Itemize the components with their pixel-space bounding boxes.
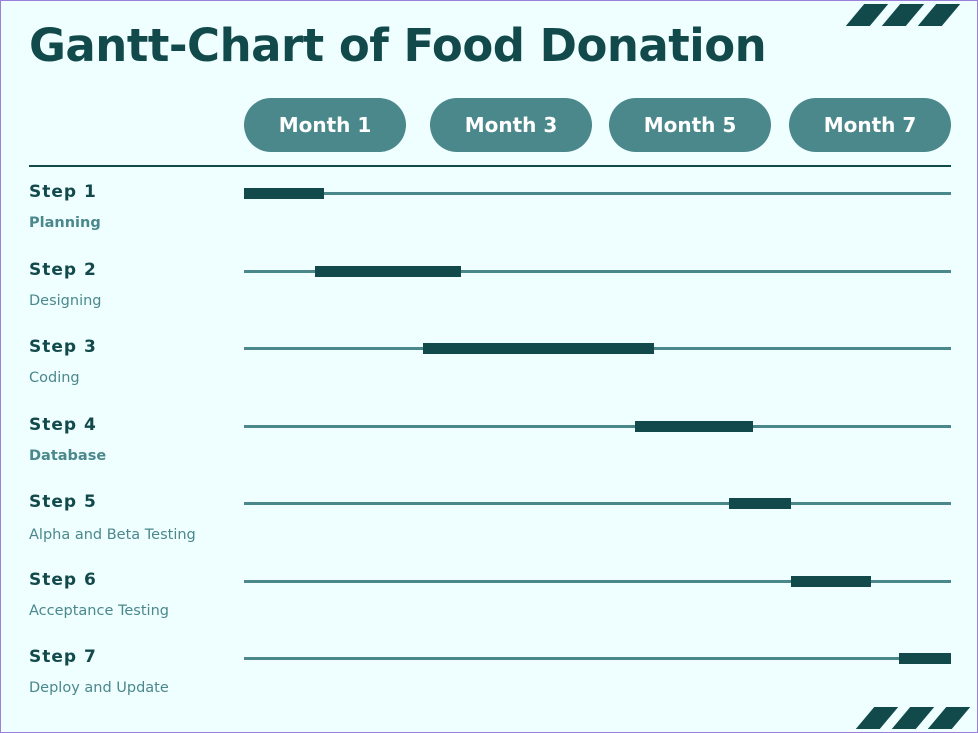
header-divider xyxy=(29,165,951,167)
step-title: Step 4 xyxy=(29,415,97,435)
timeline-track xyxy=(244,657,951,660)
step-title: Step 5 xyxy=(29,492,97,512)
step-title: Step 7 xyxy=(29,647,97,667)
task-bar xyxy=(790,576,871,587)
step-description: Database xyxy=(29,448,107,464)
step-description: Planning xyxy=(29,215,101,231)
chart-title: Gantt-Chart of Food Donation xyxy=(29,19,767,72)
top-right-stripes-decoration xyxy=(845,4,967,26)
timeline-track xyxy=(244,502,951,505)
timeline-track xyxy=(244,270,951,273)
month-label-1: Month 1 xyxy=(244,98,406,152)
step-description: Alpha and Beta Testing xyxy=(29,527,196,543)
task-bar xyxy=(635,421,754,432)
month-label-3: Month 5 xyxy=(609,98,771,152)
step-title: Step 2 xyxy=(29,260,97,280)
bottom-right-stripes-decoration xyxy=(855,707,977,729)
task-bar xyxy=(244,188,325,199)
step-title: Step 1 xyxy=(29,182,97,202)
task-bar xyxy=(423,343,655,354)
task-bar xyxy=(729,498,791,509)
step-description: Coding xyxy=(29,370,80,386)
step-title: Step 3 xyxy=(29,337,97,357)
step-title: Step 6 xyxy=(29,570,97,590)
task-bar xyxy=(899,653,951,664)
step-description: Deploy and Update xyxy=(29,680,169,696)
step-description: Designing xyxy=(29,293,102,309)
month-label-2: Month 3 xyxy=(430,98,592,152)
timeline-track xyxy=(244,192,951,195)
task-bar xyxy=(314,266,461,277)
month-label-4: Month 7 xyxy=(789,98,951,152)
timeline-track xyxy=(244,580,951,583)
timeline-track xyxy=(244,425,951,428)
step-description: Acceptance Testing xyxy=(29,603,169,619)
